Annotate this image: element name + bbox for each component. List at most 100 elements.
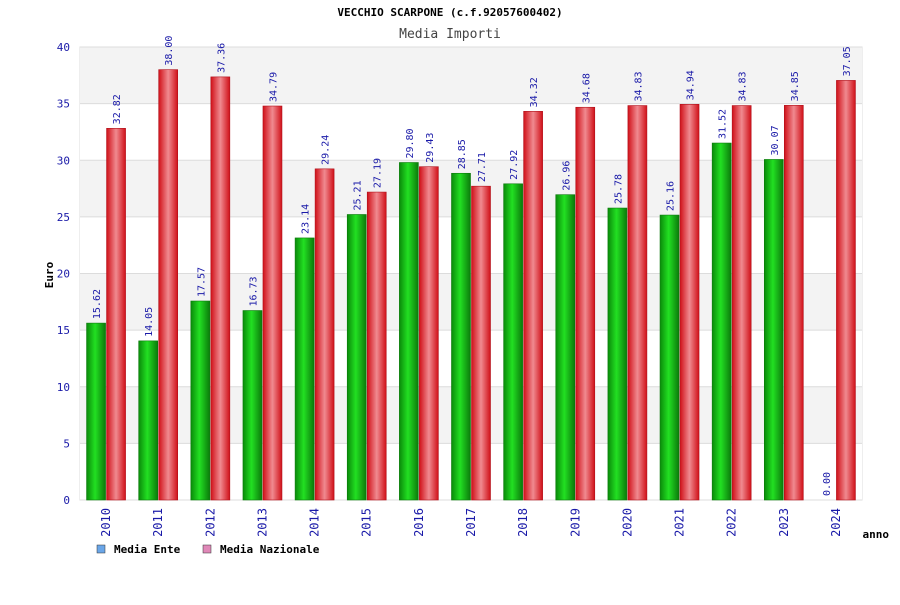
bar-media-ente	[138, 340, 158, 501]
data-label: 29.24	[321, 135, 332, 165]
x-tick-label: 2019	[568, 508, 582, 537]
grid-band	[80, 330, 862, 387]
x-tick-label: 2023	[777, 508, 791, 537]
data-label: 34.68	[581, 73, 592, 103]
data-label: 29.80	[405, 128, 416, 158]
y-tick-label: 10	[57, 381, 70, 394]
data-label: 14.05	[144, 307, 155, 337]
data-label: 37.05	[842, 46, 853, 76]
x-tick-label: 2017	[464, 508, 478, 537]
grid-band	[80, 160, 862, 217]
x-tick-label: 2015	[360, 508, 374, 537]
bar-media-ente	[659, 214, 680, 501]
bar-media-nazionale	[210, 76, 231, 501]
bar-media-nazionale	[783, 105, 804, 501]
y-tick-label: 30	[57, 154, 70, 167]
y-tick-label: 0	[63, 494, 70, 507]
data-label: 34.83	[633, 71, 644, 101]
data-label: 27.92	[509, 150, 520, 180]
data-label: 38.00	[164, 36, 175, 66]
bar-media-ente	[242, 310, 263, 501]
x-tick-label: 2021	[673, 508, 687, 537]
data-label: 29.43	[425, 133, 436, 163]
data-label: 37.36	[216, 43, 227, 73]
grid-band	[80, 386, 862, 444]
bar-media-nazionale	[158, 69, 178, 501]
y-axis-ticks: 0 5 10 15 20 25 30 35 40	[57, 41, 70, 507]
x-axis-ticks: 2010 2011 2012 2013 2014 2015 2016 2017 2018 2019…	[99, 508, 843, 537]
x-tick-label: 2020	[620, 508, 634, 537]
data-label: 25.16	[666, 181, 677, 211]
y-tick-label: 40	[57, 41, 70, 54]
data-label: 25.78	[613, 174, 624, 204]
x-tick-label: 2011	[151, 508, 165, 537]
data-label: 0.00	[822, 472, 833, 496]
bar-media-ente	[86, 322, 106, 501]
grid-bands	[80, 47, 862, 500]
x-tick-label: 2022	[725, 508, 739, 537]
data-label: 26.96	[561, 161, 572, 191]
data-label: 32.82	[112, 94, 123, 124]
bar-media-ente	[607, 207, 628, 501]
data-label: 25.21	[353, 180, 364, 210]
y-axis-label: Euro	[43, 261, 56, 288]
bar-media-ente	[451, 172, 471, 501]
data-label: 34.83	[738, 71, 749, 101]
data-label: 17.57	[196, 267, 207, 297]
y-tick-label: 35	[57, 98, 70, 111]
data-label: 28.85	[457, 139, 468, 169]
x-tick-label: 2014	[308, 508, 322, 537]
bar-media-nazionale	[836, 80, 856, 501]
chart-subtitle: Media Importi	[399, 27, 501, 42]
bar-media-nazionale	[575, 106, 596, 501]
y-tick-label: 15	[57, 324, 70, 337]
data-label: 34.94	[686, 70, 697, 100]
x-tick-label: 2010	[99, 508, 113, 537]
y-tick-label: 25	[57, 211, 70, 224]
gridlines	[80, 46, 862, 501]
bar-media-nazionale	[366, 191, 387, 501]
data-label: 34.79	[268, 72, 279, 102]
bar-media-nazionale	[471, 185, 491, 501]
data-label: 30.07	[770, 125, 781, 155]
bar-media-nazionale	[731, 105, 752, 501]
y-tick-label: 20	[57, 268, 70, 281]
bar-media-ente	[503, 183, 523, 501]
bar-media-nazionale	[419, 166, 439, 501]
data-label: 23.14	[301, 204, 312, 234]
bar-media-nazionale	[523, 111, 543, 501]
bar-media-ente	[555, 194, 576, 501]
legend-swatch-media-ente	[96, 544, 106, 554]
data-label: 15.62	[92, 289, 103, 319]
bar-media-nazionale	[262, 105, 283, 501]
x-tick-label: 2016	[412, 508, 426, 537]
data-label: 27.19	[373, 158, 384, 188]
bar-media-ente	[711, 142, 732, 501]
data-label: 27.71	[477, 152, 488, 182]
data-label: 16.73	[248, 276, 259, 306]
bar-media-ente	[346, 214, 367, 501]
grid-band	[80, 103, 862, 161]
x-tick-label: 2013	[255, 508, 269, 537]
bar-media-ente	[190, 300, 211, 501]
bar-media-nazionale	[679, 104, 700, 501]
legend: Media Ente Media Nazionale	[96, 543, 320, 556]
legend-label-media-ente: Media Ente	[114, 543, 181, 556]
grid-band	[80, 443, 862, 500]
data-label: 34.32	[529, 77, 540, 107]
data-label: 31.52	[718, 109, 729, 139]
x-tick-label: 2012	[203, 508, 217, 537]
bar-media-ente	[399, 162, 419, 501]
legend-swatch-media-nazionale	[202, 544, 212, 554]
chart-title: VECCHIO SCARPONE (c.f.92057600402)	[337, 6, 562, 19]
x-tick-label: 2018	[516, 508, 530, 537]
grid-band	[80, 273, 862, 331]
bar-media-ente	[763, 159, 784, 501]
grid-band	[80, 216, 862, 274]
grid-band	[80, 47, 862, 104]
data-labels: 15.62 32.82 14.05 38.00 17.57 37.36 16.73 34.79…	[92, 36, 853, 496]
bars	[86, 69, 856, 501]
y-tick-label: 5	[63, 437, 70, 450]
